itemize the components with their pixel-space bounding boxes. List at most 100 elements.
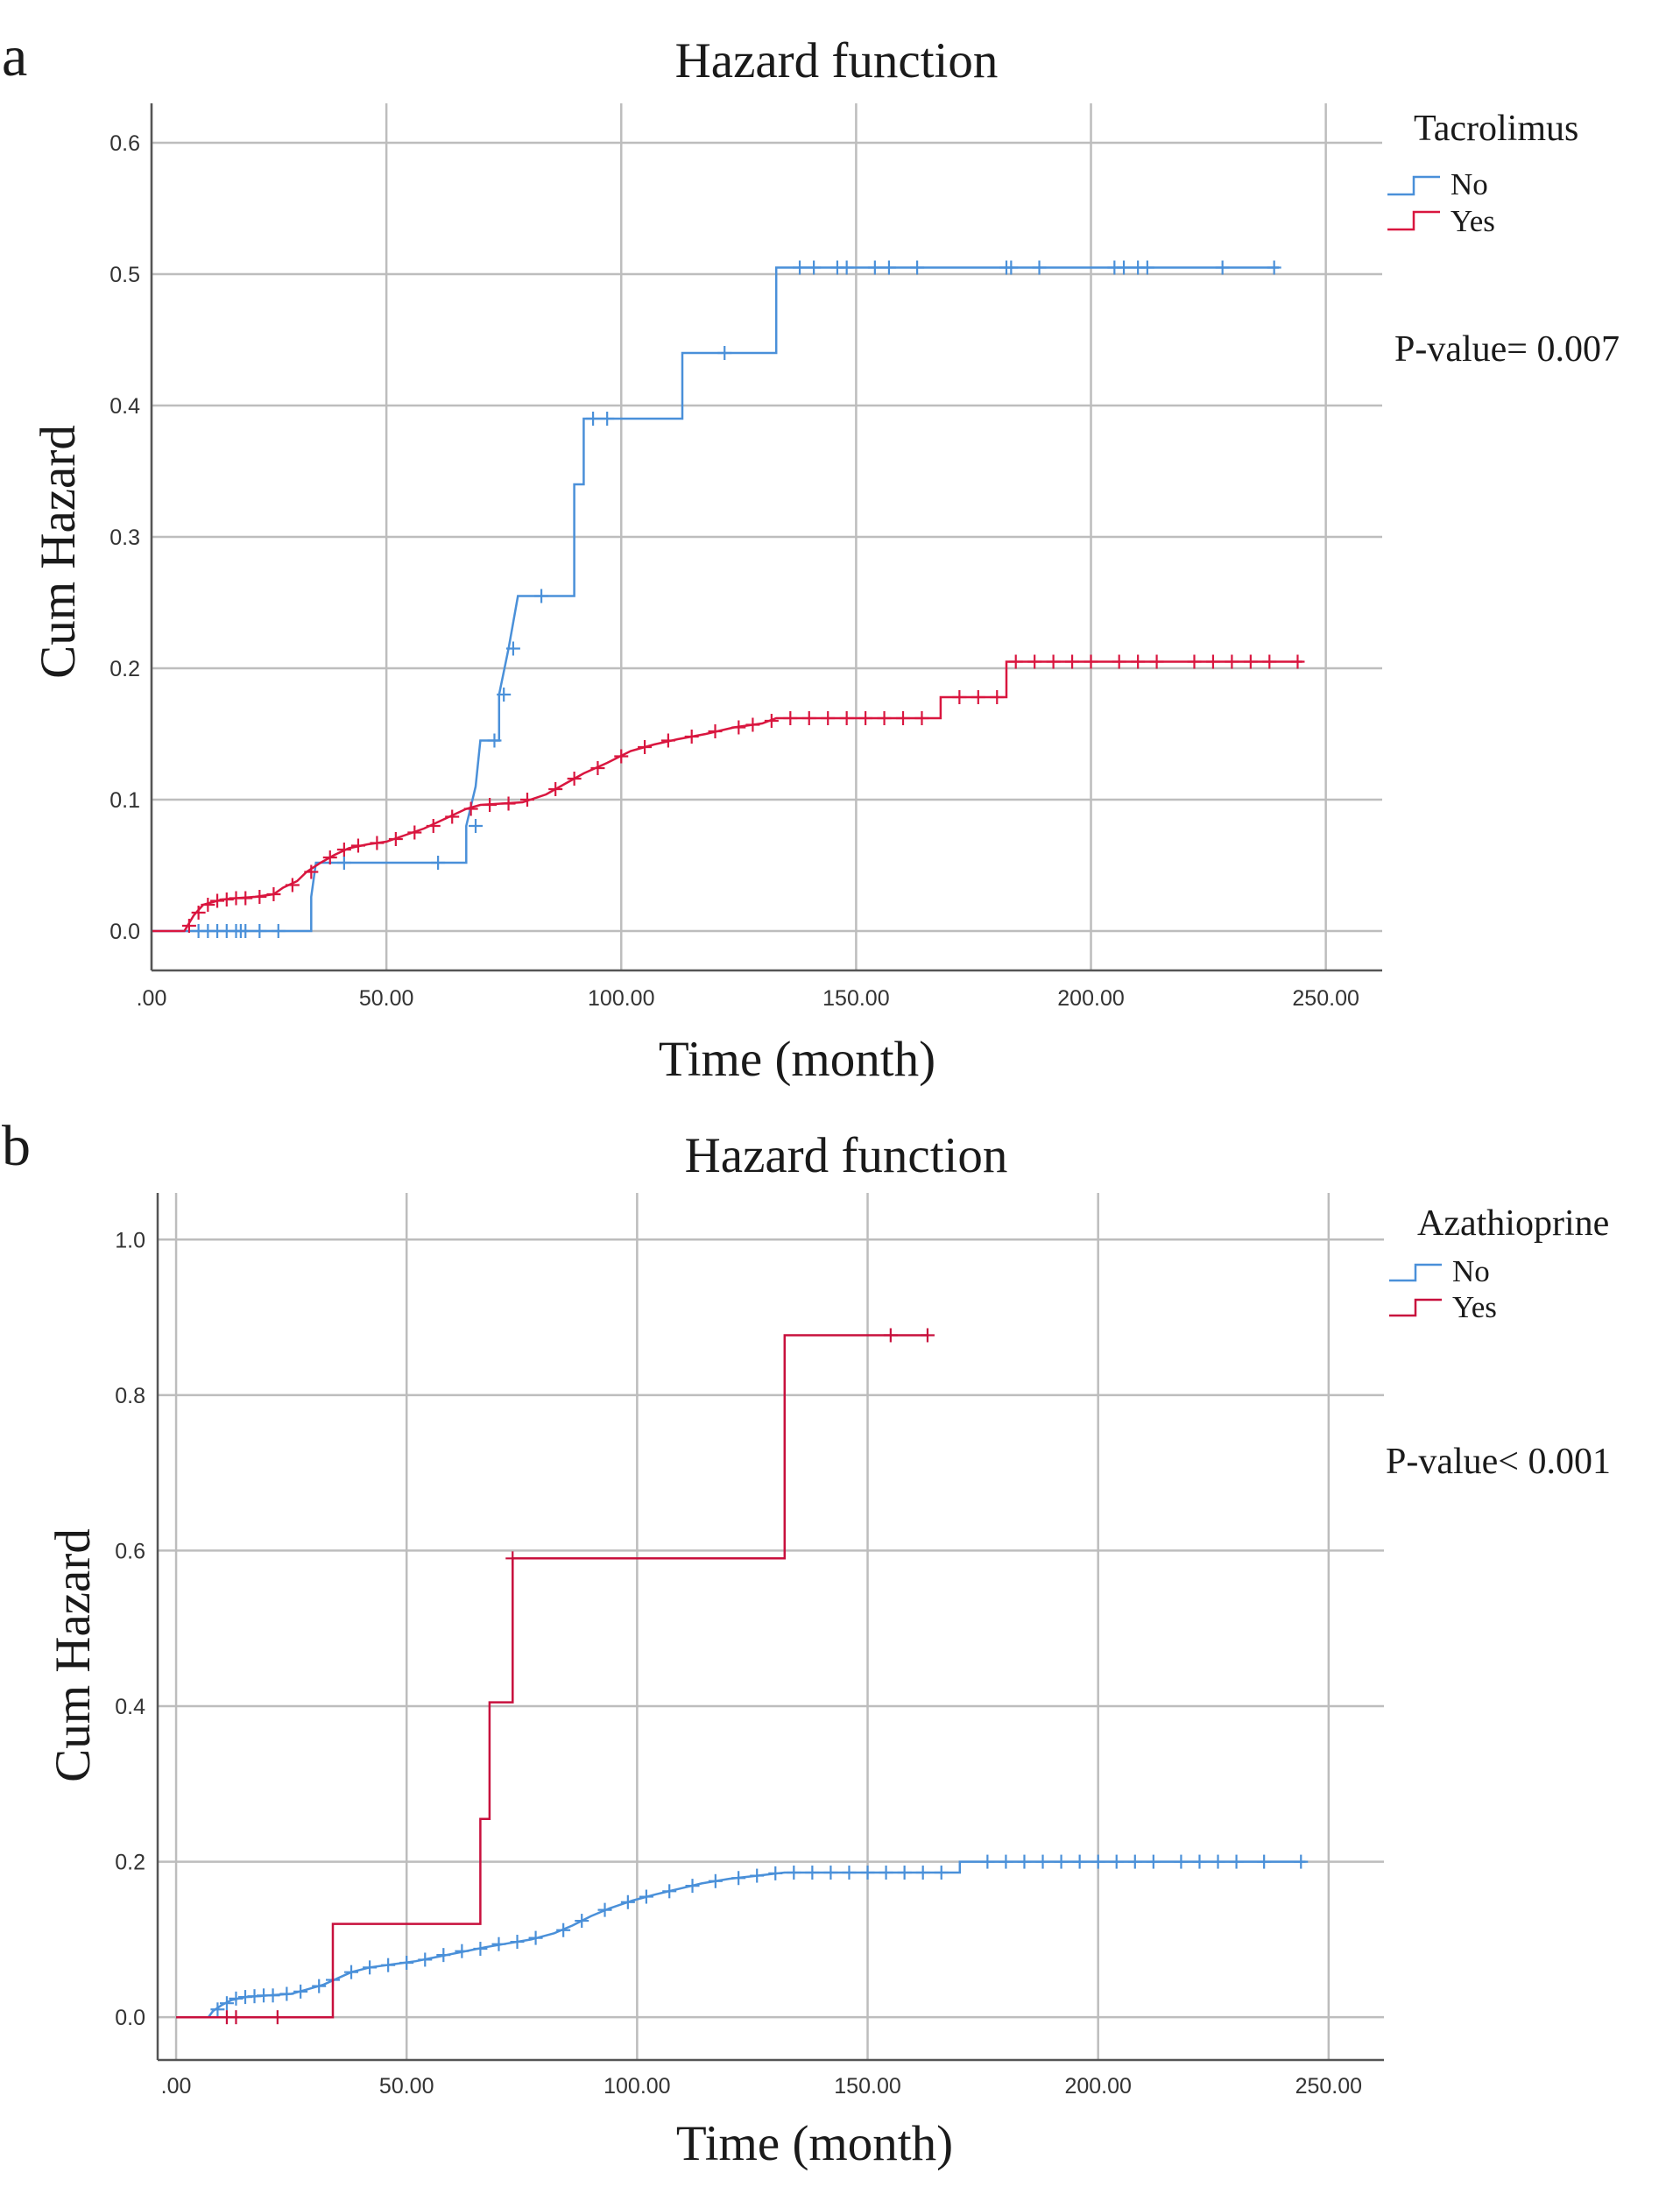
panel-b-series-no-censor-mark bbox=[934, 1866, 949, 1880]
panel-a-series-no-censor-mark bbox=[881, 260, 896, 275]
panel-a-series-no-censor-mark bbox=[1140, 260, 1154, 275]
panel-a-series-yes-censor-mark bbox=[370, 836, 385, 850]
panel-a-series-yes-censor-mark bbox=[952, 690, 967, 704]
panel-b-series-no-censor-mark bbox=[1109, 1854, 1124, 1869]
panel-a-x-tick-label: 100.00 bbox=[588, 986, 654, 1011]
panel-b-series-no-censor-mark bbox=[219, 1996, 234, 2011]
panel-a-series-yes-censor-mark bbox=[801, 711, 816, 725]
panel-b-series-no-censor-mark bbox=[491, 1937, 506, 1951]
panel-a-series-no-censor-mark bbox=[1032, 260, 1047, 275]
panel-b-series-no-censor-mark bbox=[860, 1866, 875, 1880]
panel-a-series-no-censor-mark bbox=[487, 733, 502, 748]
panel-b-series-no-censor-mark bbox=[842, 1866, 857, 1880]
panel-a-p-value: P-value= 0.007 bbox=[1394, 329, 1620, 370]
panel-a-series-no-censor-mark bbox=[867, 260, 882, 275]
panel-b-series-yes-censor-mark bbox=[883, 1328, 898, 1343]
panel-a-series-no-censor-mark bbox=[238, 924, 253, 938]
panel-a-series-yes-censor-mark bbox=[548, 782, 563, 796]
panel-b-series-no-censor-mark bbox=[639, 1889, 653, 1904]
panel-b-series-no-censor-mark bbox=[1072, 1854, 1087, 1869]
panel-a-series-no-censor-mark bbox=[600, 412, 615, 426]
panel-b-y-axis-title: Cum Hazard bbox=[46, 1528, 101, 1782]
panel-b-legend-label-no: No bbox=[1452, 1254, 1490, 1288]
panel-a-tacrolimus-chart: a Hazard function .00 50.00 100.00 150.00 20… bbox=[2, 25, 1620, 1087]
panel-a-series-yes-censor-mark bbox=[731, 720, 746, 735]
panel-a-series-yes-censor-mark bbox=[764, 714, 779, 728]
panel-a-series-yes-censor-mark bbox=[1243, 654, 1258, 669]
panel-a-series-yes-censor-mark bbox=[1084, 654, 1098, 669]
panel-b-series-no-censor-mark bbox=[418, 1952, 433, 1967]
panel-b-x-axis-title: Time (month) bbox=[676, 2116, 953, 2171]
panel-a-series-no-censor-mark bbox=[793, 260, 808, 275]
panel-b-series-no-censor-mark bbox=[510, 1935, 525, 1950]
panel-a-series-yes-censor-mark bbox=[1065, 654, 1080, 669]
panel-a-series-yes-censor-mark bbox=[1262, 654, 1277, 669]
panel-b-series-no-censor-mark bbox=[1294, 1854, 1309, 1869]
panel-b-series-no-censor-mark bbox=[1174, 1854, 1189, 1869]
panel-b-series-no-censor-mark bbox=[473, 1942, 488, 1957]
panel-a-series-yes-censor-mark bbox=[388, 832, 403, 846]
panel-a-letter: a bbox=[2, 25, 27, 88]
panel-a-series-yes-censor-mark bbox=[1290, 654, 1305, 669]
panel-b-series-yes-censor-mark bbox=[229, 2010, 244, 2025]
panel-b-series-no-censor-mark bbox=[823, 1866, 838, 1880]
panel-b-series-no-censor-mark bbox=[879, 1866, 893, 1880]
panel-b-series-no-censor-mark bbox=[293, 1984, 308, 1999]
panel-b-series-no-censor-mark bbox=[999, 1854, 1013, 1869]
panel-b-series-no-censor-mark bbox=[556, 1922, 571, 1937]
panel-b-series-yes-censor-mark bbox=[505, 1551, 520, 1566]
panel-a-series-no-censor-mark bbox=[717, 346, 732, 360]
panel-b-series-no-censor-mark bbox=[768, 1866, 783, 1880]
panel-b-series-no-censor-mark bbox=[662, 1884, 677, 1899]
panel-a-series-yes-censor-mark bbox=[350, 838, 365, 853]
panel-a-series-no-censor-mark bbox=[1267, 260, 1281, 275]
panel-a-legend: Tacrolimus No Yes bbox=[1387, 109, 1578, 238]
panel-a-x-tick-label: 50.00 bbox=[359, 986, 414, 1011]
panel-a-series-yes-censor-mark bbox=[238, 891, 253, 906]
panel-b-series-no-censor-mark bbox=[620, 1894, 635, 1909]
panel-a-series-yes-censor-mark bbox=[322, 850, 337, 864]
panel-b-series-no-censor-mark bbox=[1229, 1854, 1244, 1869]
panel-a-y-axis-title: Cum Hazard bbox=[31, 425, 86, 679]
panel-a-series-yes-censor-mark bbox=[614, 749, 629, 764]
panel-a-x-tick-label: 150.00 bbox=[822, 986, 889, 1011]
panel-a-series-yes-censor-mark bbox=[483, 798, 498, 812]
panel-a-series-yes-censor-mark bbox=[445, 809, 460, 824]
panel-a-legend-label-yes: Yes bbox=[1451, 204, 1495, 238]
panel-a-series-yes-censor-mark bbox=[407, 825, 422, 840]
panel-a-series-yes-censor-mark bbox=[1008, 654, 1023, 669]
panel-a-series-no-censor-mark bbox=[431, 856, 446, 870]
panel-a-series-yes-censor-mark bbox=[638, 740, 653, 754]
panel-a-series-no-censor-mark bbox=[469, 819, 484, 833]
panel-a-series-yes-censor-mark bbox=[684, 730, 699, 744]
panel-a-series-yes-censor-mark bbox=[304, 864, 319, 879]
panel-a-series-yes-censor-mark bbox=[463, 801, 478, 816]
panel-b-series-no-censor-mark bbox=[265, 1988, 280, 2003]
panel-a-y-tick-label: 0.2 bbox=[109, 657, 140, 681]
panel-b-series-no-censor-mark bbox=[1257, 1854, 1272, 1869]
panel-b-series-no-censor-mark bbox=[1054, 1854, 1069, 1869]
panel-a-legend-title: Tacrolimus bbox=[1414, 109, 1578, 149]
panel-a-y-tick-label: 0.0 bbox=[109, 920, 140, 944]
panel-b-series-no-censor-mark bbox=[731, 1871, 746, 1886]
panel-b-series-no-line bbox=[176, 1860, 1306, 2019]
panel-b-series-no-censor-mark bbox=[1211, 1854, 1225, 1869]
panel-a-y-tick-label: 0.4 bbox=[109, 394, 140, 419]
panel-a-series-no-censor-mark bbox=[586, 412, 601, 426]
panel-a-series-yes-censor-mark bbox=[745, 717, 760, 732]
panel-b-legend-title: Azathioprine bbox=[1417, 1203, 1609, 1244]
panel-a-series-yes-censor-mark bbox=[590, 761, 605, 775]
panel-b-series-no-censor-mark bbox=[915, 1866, 930, 1880]
panel-a-series-yes-censor-mark bbox=[336, 843, 351, 857]
panel-b-series-yes-censor-mark bbox=[920, 1328, 935, 1343]
panel-b-series-yes-censor-mark bbox=[270, 2010, 285, 2025]
panel-b-series-no-censor-mark bbox=[685, 1879, 700, 1894]
panel-a-series-yes-censor-mark bbox=[1205, 654, 1220, 669]
panel-a-series-yes-censor-mark bbox=[877, 711, 892, 725]
panel-a-series-no-censor-mark bbox=[839, 260, 854, 275]
panel-a-x-tick-label: 200.00 bbox=[1057, 986, 1124, 1011]
panel-a-series-yes-censor-mark bbox=[914, 711, 929, 725]
panel-a-y-tick-label: 0.6 bbox=[109, 131, 140, 156]
panel-a-series-yes-censor-mark bbox=[1187, 654, 1202, 669]
